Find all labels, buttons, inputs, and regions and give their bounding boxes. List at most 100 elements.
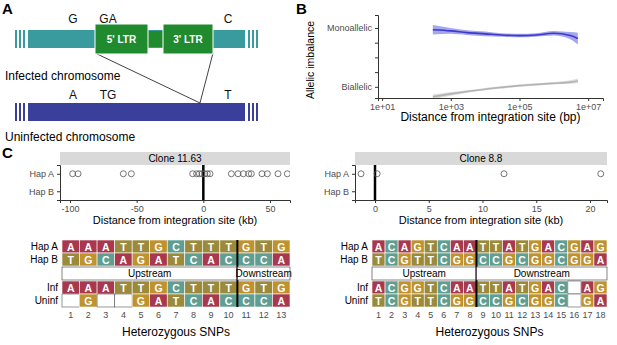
tick: 10 bbox=[478, 200, 488, 214]
snp-cell bbox=[476, 281, 489, 294]
chromosome-end bbox=[248, 30, 250, 48]
snp-number: 9 bbox=[209, 310, 214, 320]
snp-cell bbox=[202, 253, 220, 266]
snp-cell bbox=[220, 240, 238, 253]
tick-label: Hap A bbox=[324, 169, 349, 179]
base-letter: T bbox=[120, 241, 127, 253]
snp-cell bbox=[80, 253, 98, 266]
snp-cell bbox=[150, 294, 168, 307]
uninfected-chromosome bbox=[28, 103, 245, 121]
snp-cell bbox=[372, 294, 385, 307]
snp-cell bbox=[398, 281, 411, 294]
snp-cell bbox=[255, 294, 273, 307]
base-letter: A bbox=[67, 282, 75, 294]
snp-cell bbox=[167, 240, 185, 253]
tick-mark bbox=[70, 200, 71, 203]
base-letter: T bbox=[375, 295, 382, 307]
plot-area bbox=[70, 165, 290, 200]
snp-cell bbox=[167, 294, 185, 307]
base-letter: A bbox=[155, 254, 163, 266]
strip-title: Clone 8.8 bbox=[460, 153, 503, 164]
snp-cell bbox=[237, 294, 255, 307]
tick-label: 1e+01 bbox=[370, 102, 395, 112]
axis-line bbox=[375, 16, 379, 99]
snp-number: 7 bbox=[454, 310, 459, 320]
base-letter: T bbox=[428, 282, 435, 294]
snp-number: 12 bbox=[259, 310, 269, 320]
snp-cell bbox=[503, 240, 516, 253]
tick-label: Monoallelic bbox=[327, 23, 373, 33]
chromosome-end bbox=[19, 30, 21, 48]
ltr-label: 5' LTR bbox=[107, 34, 137, 45]
snp-cell bbox=[437, 281, 450, 294]
strip bbox=[60, 152, 290, 165]
tick-label: Hap B bbox=[324, 187, 349, 197]
snp-cell bbox=[516, 294, 529, 307]
snp-cell bbox=[411, 281, 424, 294]
point bbox=[120, 171, 126, 177]
base-letter: G bbox=[401, 282, 409, 294]
base-letter: C bbox=[172, 282, 180, 294]
base-letter: C bbox=[190, 254, 198, 266]
snp-cell bbox=[385, 253, 398, 266]
snp-number: 3 bbox=[103, 310, 108, 320]
panel-label: C bbox=[2, 144, 13, 161]
snp-cell bbox=[115, 281, 133, 294]
region-label: Upstream bbox=[128, 268, 171, 279]
snp-number: 3 bbox=[402, 310, 407, 320]
base-letter: C bbox=[190, 295, 198, 307]
base-letter: G bbox=[277, 282, 285, 294]
snp-cell bbox=[132, 240, 150, 253]
tick-mark bbox=[382, 98, 383, 101]
insertion-line bbox=[200, 53, 213, 103]
snp-cell bbox=[555, 281, 568, 294]
base-letter: C bbox=[388, 295, 396, 307]
snp-cell bbox=[594, 281, 607, 294]
row-label: Uninf bbox=[35, 295, 59, 306]
axis-line bbox=[356, 201, 608, 204]
snp-cell bbox=[516, 281, 529, 294]
snp-cell bbox=[372, 240, 385, 253]
chromosome-end bbox=[252, 30, 254, 48]
snp-cell bbox=[568, 240, 581, 253]
point bbox=[248, 171, 254, 177]
snp-cell bbox=[398, 294, 411, 307]
tick-label: 20 bbox=[586, 204, 596, 214]
snp-cell bbox=[132, 294, 150, 307]
snp-number: 6 bbox=[441, 310, 446, 320]
base-letter: T bbox=[225, 241, 232, 253]
snp-cell bbox=[516, 240, 529, 253]
tick-mark bbox=[203, 200, 204, 203]
base-letter: C bbox=[242, 254, 250, 266]
base-letter: C bbox=[260, 295, 268, 307]
tick: 50 bbox=[265, 200, 275, 214]
base-letter: C bbox=[440, 295, 448, 307]
base-letter: A bbox=[207, 295, 215, 307]
snp-cell bbox=[167, 253, 185, 266]
base-letter: A bbox=[207, 254, 215, 266]
tick-mark bbox=[519, 98, 520, 101]
tick-mark bbox=[352, 174, 355, 175]
chromosome-end bbox=[15, 30, 17, 48]
base-letter: G bbox=[544, 254, 552, 266]
row-label: Inf bbox=[47, 282, 58, 293]
axis-line bbox=[352, 166, 356, 201]
tick: Hap A bbox=[29, 169, 60, 179]
snp-cell bbox=[490, 281, 503, 294]
base-letter: T bbox=[208, 282, 215, 294]
axis: Biallelic Monoallelic bbox=[327, 16, 379, 99]
snp-letter: TG bbox=[100, 88, 117, 102]
snp-cell bbox=[529, 294, 542, 307]
snp-cell bbox=[450, 294, 463, 307]
base-letter: G bbox=[466, 295, 474, 307]
tick-label: -100 bbox=[61, 204, 79, 214]
snp-number: 8 bbox=[467, 310, 472, 320]
tick: Biallelic bbox=[341, 82, 378, 92]
base-letter: A bbox=[85, 282, 93, 294]
base-letter: C bbox=[492, 295, 500, 307]
region bbox=[372, 267, 476, 280]
snp-cell bbox=[463, 281, 476, 294]
base-letter: G bbox=[401, 295, 409, 307]
region-label: Downstream bbox=[514, 268, 570, 279]
base-letter: C bbox=[388, 254, 396, 266]
